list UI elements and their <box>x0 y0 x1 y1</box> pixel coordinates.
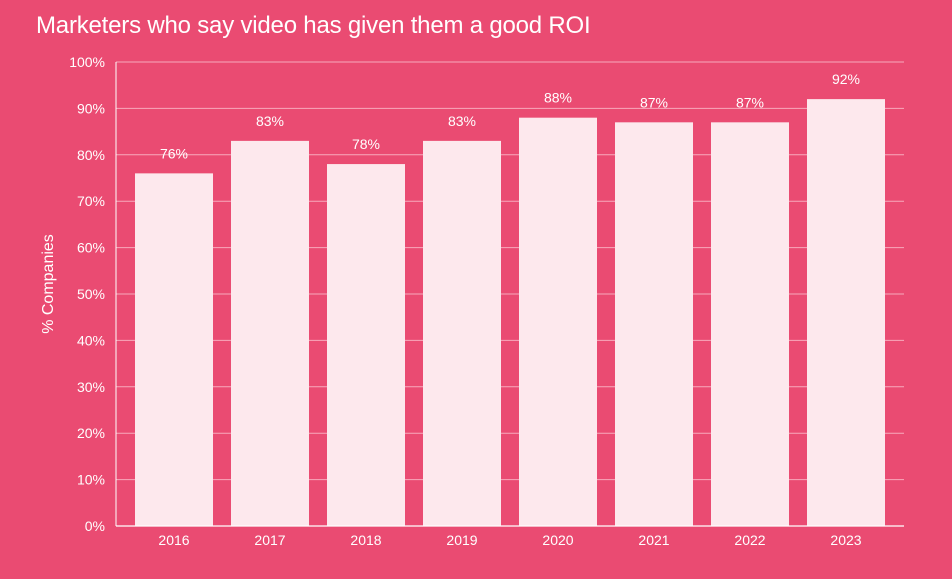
y-tick-label: 50% <box>77 286 105 302</box>
data-label: 83% <box>448 113 476 129</box>
y-tick-label: 80% <box>77 147 105 163</box>
data-label: 78% <box>352 136 380 152</box>
data-label: 76% <box>160 145 188 161</box>
chart-title: Marketers who say video has given them a… <box>36 12 591 39</box>
y-tick-label: 60% <box>77 240 105 256</box>
data-label: 92% <box>832 71 860 87</box>
y-tick-label: 70% <box>77 193 105 209</box>
x-tick-label: 2021 <box>638 532 669 548</box>
data-label: 83% <box>256 113 284 129</box>
bar-2019 <box>423 140 501 526</box>
y-tick-label: 90% <box>77 100 105 116</box>
x-tick-label: 2018 <box>350 532 381 548</box>
y-tick-label: 40% <box>77 332 105 348</box>
bar-2017 <box>231 140 309 526</box>
y-axis-title: % Companies <box>40 234 57 334</box>
bar-2020 <box>519 117 597 527</box>
bar-2016 <box>135 173 213 527</box>
y-tick-label: 20% <box>77 425 105 441</box>
x-tick-label: 2017 <box>254 532 285 548</box>
axes <box>115 62 904 527</box>
x-tick-label: 2022 <box>734 532 765 548</box>
bar-2021 <box>615 122 693 526</box>
x-tick-label: 2020 <box>542 532 573 548</box>
bar-2018 <box>327 164 405 526</box>
y-tick-label: 30% <box>77 379 105 395</box>
data-label: 87% <box>640 94 668 110</box>
y-tick-label: 100% <box>69 54 105 70</box>
x-tick-label: 2023 <box>830 532 861 548</box>
bar-2023 <box>807 99 885 527</box>
data-label: 88% <box>544 90 572 106</box>
y-tick-label: 10% <box>77 472 105 488</box>
x-tick-label: 2019 <box>446 532 477 548</box>
labels: 0% 10% 20% 30% 40% 50% 60% 70% 80% 90% 100% 76% 2016… <box>40 54 862 548</box>
bar-2022 <box>711 122 789 526</box>
y-tick-label: 0% <box>85 518 105 534</box>
bars <box>135 99 885 527</box>
data-label: 87% <box>736 94 764 110</box>
x-tick-label: 2016 <box>158 532 189 548</box>
